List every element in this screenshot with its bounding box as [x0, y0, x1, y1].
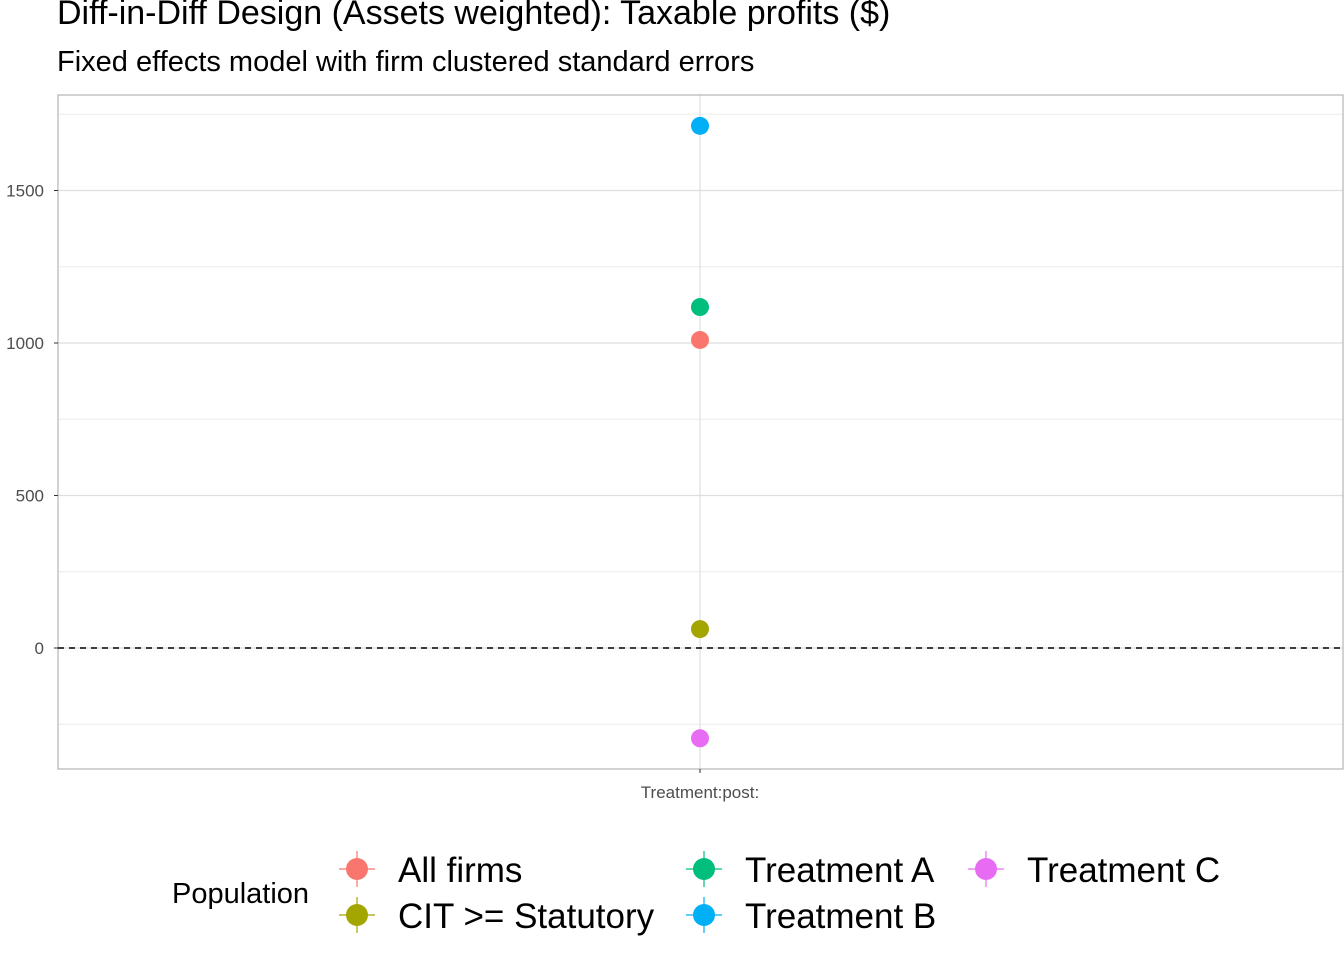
- legend-key-point: [693, 904, 715, 926]
- data-point-treatment-a: [691, 298, 709, 316]
- legend: Population All firms CIT >= Statutory Treat…: [172, 851, 1220, 936]
- data-point-treatment-b: [691, 117, 709, 135]
- data-point-all-firms: [691, 331, 709, 349]
- data-point-treatment-c: [691, 729, 709, 747]
- y-tick-label: 500: [16, 487, 44, 506]
- y-tick-label: 1500: [6, 182, 44, 201]
- legend-item-treatment-c: Treatment C: [968, 851, 1220, 890]
- legend-label: Treatment A: [745, 851, 935, 890]
- legend-item-treatment-b: Treatment B: [686, 897, 936, 936]
- legend-label: Treatment C: [1027, 851, 1220, 890]
- y-tick-label: 1000: [6, 334, 44, 353]
- legend-key-point: [693, 858, 715, 880]
- legend-item-cit-statutory: CIT >= Statutory: [339, 897, 655, 936]
- x-tick-label: Treatment:post:: [641, 783, 759, 802]
- grid-layer: [58, 95, 1343, 769]
- legend-key-point: [975, 858, 997, 880]
- legend-item-treatment-a: Treatment A: [686, 851, 935, 890]
- legend-title: Population: [172, 878, 309, 910]
- axis-layer: 0 500 1000 1500 Treatment:post:: [6, 95, 1343, 802]
- legend-key-point: [346, 904, 368, 926]
- legend-label: All firms: [398, 851, 522, 890]
- data-point-cit-statutory: [691, 620, 709, 638]
- legend-label: CIT >= Statutory: [398, 897, 655, 936]
- legend-label: Treatment B: [745, 897, 936, 936]
- legend-key-point: [346, 858, 368, 880]
- legend-item-all-firms: All firms: [339, 851, 522, 890]
- y-tick-label: 0: [35, 639, 44, 658]
